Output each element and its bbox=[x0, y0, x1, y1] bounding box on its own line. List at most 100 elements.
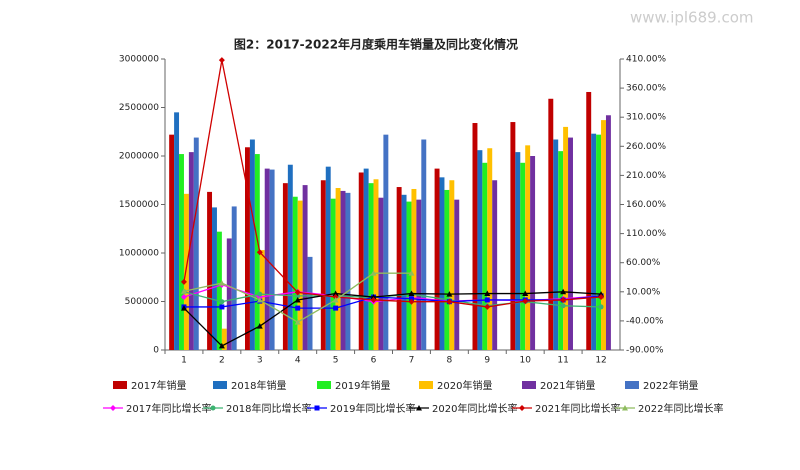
bar bbox=[487, 148, 493, 350]
bar bbox=[558, 151, 564, 350]
line-marker bbox=[294, 289, 301, 296]
line-marker bbox=[295, 293, 301, 299]
bar bbox=[406, 201, 412, 350]
bar bbox=[245, 147, 250, 350]
y2-tick-label: 260.00% bbox=[626, 142, 666, 152]
bar bbox=[563, 126, 569, 351]
bar bbox=[515, 152, 521, 350]
bar bbox=[174, 112, 180, 350]
line-marker bbox=[219, 304, 225, 310]
bar bbox=[601, 120, 606, 350]
bar bbox=[330, 198, 336, 350]
line-marker bbox=[408, 290, 415, 297]
x-tick-label: 12 bbox=[595, 356, 606, 366]
bar bbox=[297, 200, 303, 350]
x-tick-label: 2 bbox=[219, 356, 225, 366]
legend-swatch bbox=[625, 381, 639, 389]
x-tick-label: 7 bbox=[409, 356, 415, 366]
y2-tick-label: 360.00% bbox=[626, 84, 666, 94]
bar bbox=[282, 183, 288, 350]
legend-label: 2018年销量 bbox=[231, 379, 286, 392]
line-marker bbox=[294, 296, 301, 303]
bar bbox=[179, 154, 184, 350]
bar bbox=[302, 185, 308, 350]
bar bbox=[591, 133, 597, 350]
line-marker bbox=[333, 305, 339, 311]
bar bbox=[373, 179, 379, 350]
bar bbox=[416, 199, 422, 350]
bar bbox=[439, 177, 445, 350]
y2-tick-label: 310.00% bbox=[626, 113, 666, 123]
legend-label: 2021年销量 bbox=[540, 379, 595, 392]
legend-swatch bbox=[213, 381, 227, 389]
line bbox=[183, 60, 602, 308]
bar bbox=[221, 328, 227, 350]
x-tick-label: 5 bbox=[333, 356, 339, 366]
x-tick-label: 3 bbox=[257, 356, 263, 366]
y2-tick-label: 160.00% bbox=[626, 200, 666, 210]
bar bbox=[434, 168, 440, 350]
legend-marker bbox=[314, 405, 320, 411]
bar bbox=[292, 196, 298, 350]
line-marker bbox=[522, 298, 529, 305]
y-tick-label: 1000000 bbox=[119, 249, 159, 259]
legend-label: 2020年销量 bbox=[437, 379, 492, 392]
line-marker bbox=[598, 291, 605, 297]
bar bbox=[363, 168, 369, 350]
legend-marker bbox=[519, 405, 525, 411]
line-marker bbox=[446, 298, 453, 305]
y-tick-label: 2500000 bbox=[119, 103, 159, 113]
legend-swatch bbox=[113, 381, 127, 389]
legend-label: 2017年销量 bbox=[131, 379, 186, 392]
line-marker bbox=[484, 290, 491, 297]
bar bbox=[216, 231, 222, 350]
legend-label: 2020年同比增长率 bbox=[432, 402, 517, 415]
bar bbox=[492, 180, 498, 350]
bar bbox=[510, 122, 516, 350]
line-marker bbox=[560, 288, 567, 295]
x-tick-label: 4 bbox=[295, 356, 301, 366]
bar bbox=[477, 150, 483, 350]
line bbox=[183, 295, 602, 309]
bar bbox=[183, 193, 189, 350]
y-tick-label: 3000000 bbox=[119, 55, 159, 65]
bar bbox=[307, 256, 313, 350]
bar bbox=[568, 137, 573, 350]
line-marker bbox=[219, 299, 225, 305]
bar bbox=[454, 199, 460, 350]
legend-label: 2021年同比增长率 bbox=[535, 402, 620, 415]
y2-tick-label: -40.00% bbox=[626, 316, 664, 326]
bar bbox=[320, 180, 326, 350]
line-marker bbox=[408, 270, 415, 276]
x-tick-label: 11 bbox=[557, 356, 568, 366]
legend-label: 2019年同比增长率 bbox=[330, 402, 415, 415]
bar bbox=[335, 188, 341, 350]
line-marker bbox=[370, 270, 377, 276]
legend-marker bbox=[416, 405, 422, 411]
bar bbox=[249, 139, 255, 350]
bar bbox=[472, 123, 478, 351]
bar bbox=[287, 164, 293, 350]
line-marker bbox=[180, 288, 187, 294]
line-marker bbox=[408, 298, 415, 305]
line-marker bbox=[256, 323, 263, 329]
legend-swatch bbox=[419, 381, 433, 389]
y-tick-label: 500000 bbox=[125, 297, 160, 307]
line-marker bbox=[218, 57, 225, 64]
line-marker bbox=[180, 294, 187, 301]
legend-label: 2022年同比增长率 bbox=[638, 402, 723, 415]
legend-marker bbox=[622, 405, 628, 411]
line-marker bbox=[256, 296, 263, 303]
y2-tick-label: -90.00% bbox=[626, 346, 664, 356]
legend-swatch bbox=[522, 381, 536, 389]
bar bbox=[548, 98, 554, 351]
line-marker bbox=[522, 290, 529, 297]
bar bbox=[358, 172, 364, 350]
bar bbox=[325, 166, 331, 350]
bar bbox=[605, 115, 611, 350]
bar bbox=[340, 190, 346, 350]
line-marker bbox=[180, 305, 187, 311]
line-marker bbox=[560, 303, 566, 309]
bar bbox=[269, 169, 275, 350]
